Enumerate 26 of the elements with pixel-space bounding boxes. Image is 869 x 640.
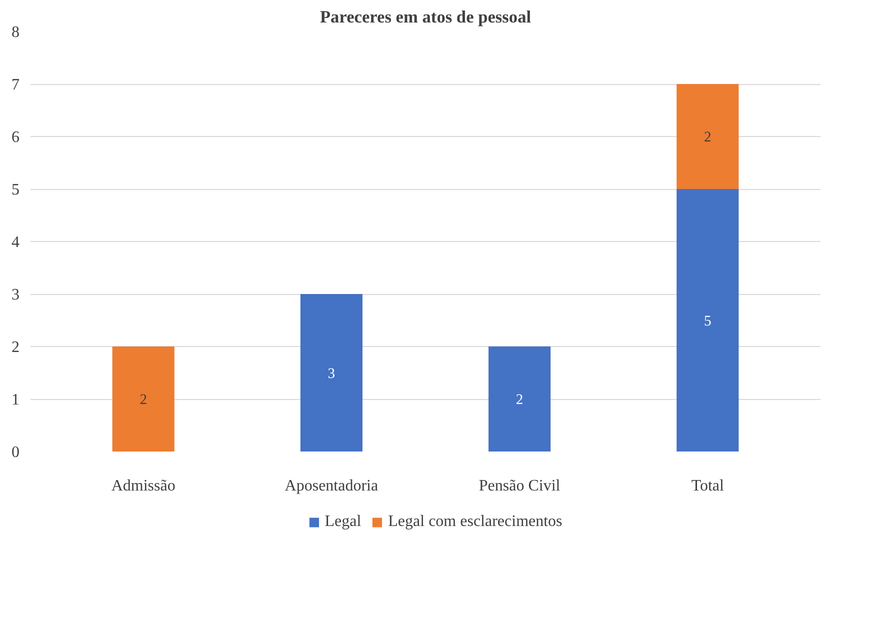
x-tick-label: Admissão xyxy=(111,478,176,494)
bar xyxy=(300,294,362,452)
chart-title: Pareceres em atos de pessoal xyxy=(320,8,532,26)
y-tick-label: 5 xyxy=(12,182,20,198)
data-label: 5 xyxy=(704,313,712,330)
bar xyxy=(112,346,174,452)
y-tick-label: 2 xyxy=(12,339,20,356)
bar xyxy=(676,189,739,452)
y-tick-label: 3 xyxy=(12,286,20,304)
x-tick-label: Total xyxy=(691,478,725,494)
y-tick-label: 8 xyxy=(12,24,20,41)
data-label: 2 xyxy=(704,130,712,146)
x-tick-label: Pensão Civil xyxy=(478,478,561,494)
data-label: 2 xyxy=(516,392,524,408)
bar xyxy=(676,84,739,189)
legend-label: Legal xyxy=(324,513,362,531)
legend-label: Legal com esclarecimentos xyxy=(388,513,562,531)
y-tick-label: 1 xyxy=(12,392,20,408)
y-tick-label: 6 xyxy=(12,129,20,146)
data-label: 2 xyxy=(140,392,148,408)
y-tick-label: 4 xyxy=(12,234,20,251)
y-tick-label: 7 xyxy=(12,76,20,94)
bar xyxy=(488,346,551,452)
data-label: 3 xyxy=(328,366,336,382)
y-tick-label: 0 xyxy=(12,444,20,461)
x-tick-label: Aposentadoria xyxy=(284,478,378,494)
